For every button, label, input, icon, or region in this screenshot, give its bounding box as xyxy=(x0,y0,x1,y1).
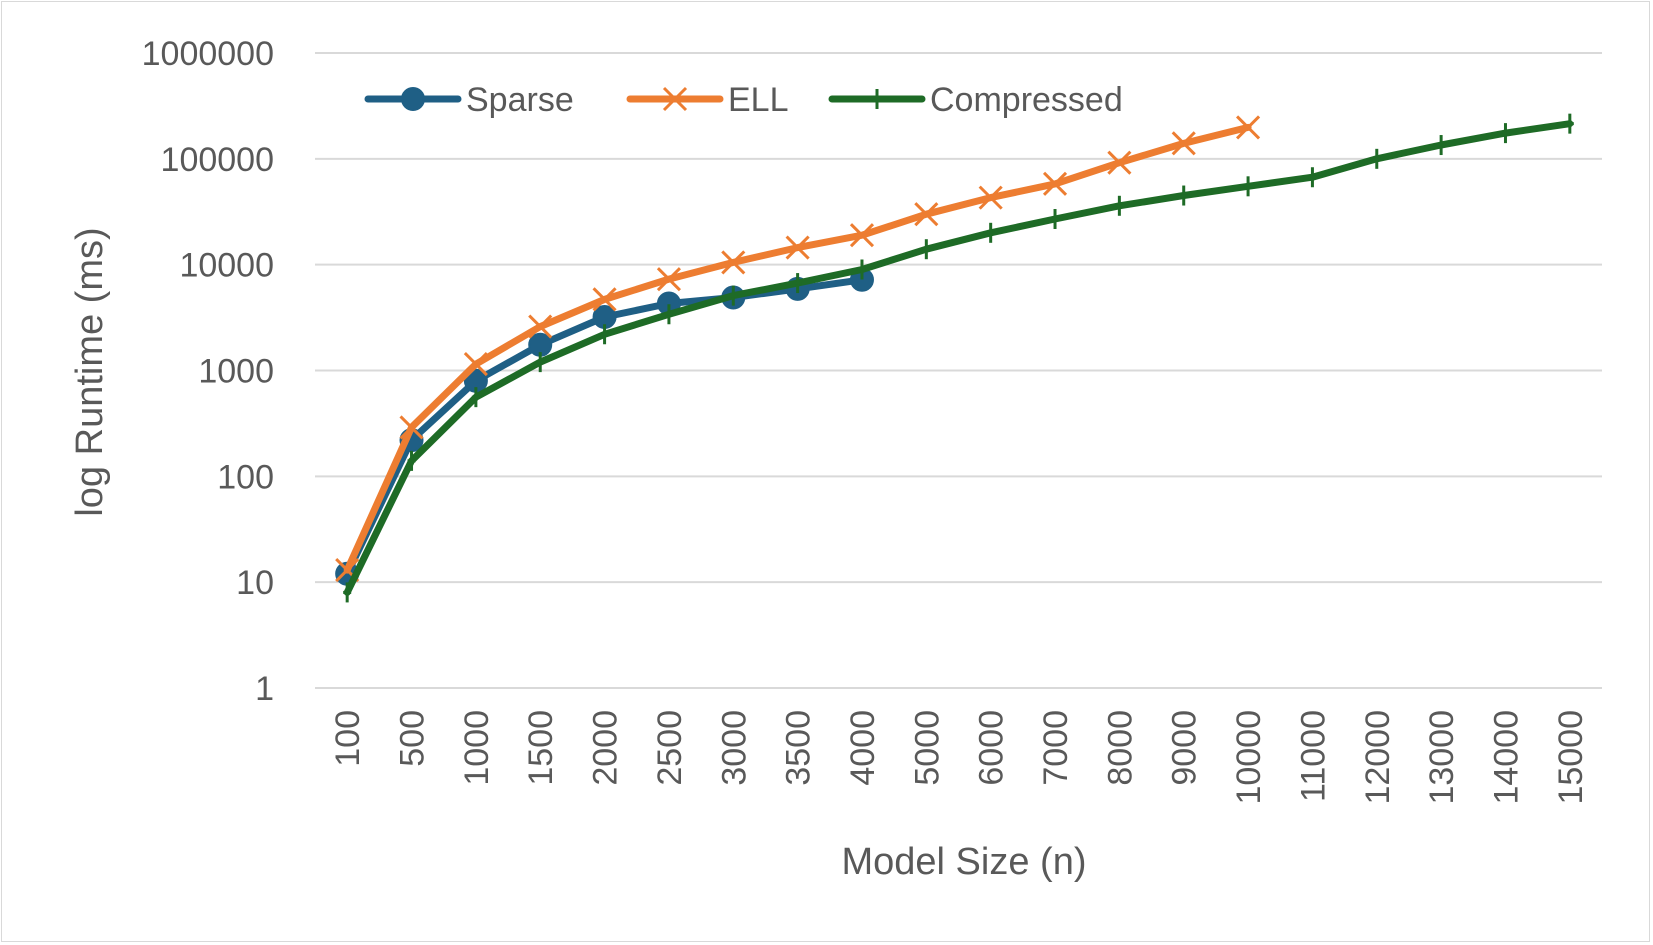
y-tick-label: 100000 xyxy=(161,141,274,179)
data-point-ell xyxy=(914,202,939,227)
x-tick-label: 11000 xyxy=(1294,710,1332,802)
x-tick-label: 4000 xyxy=(844,710,882,786)
y-tick-label: 100 xyxy=(217,458,274,496)
data-point-ell xyxy=(785,235,810,260)
data-point-ell xyxy=(1042,171,1068,196)
x-tick-label: 2500 xyxy=(651,710,689,786)
data-point-compressed xyxy=(729,285,738,306)
data-point-compressed xyxy=(986,222,995,243)
y-tick-label: 1 xyxy=(255,670,274,708)
data-point-ell xyxy=(528,314,553,339)
series-ell xyxy=(335,115,1261,583)
data-point-compressed xyxy=(600,324,609,345)
data-point-compressed xyxy=(1372,148,1381,169)
x-tick-label: 15000 xyxy=(1552,710,1590,805)
legend-label: Sparse xyxy=(466,81,574,119)
data-point-ell xyxy=(656,267,681,292)
y-axis-tick-labels: 1 10 100 1000 10000 100000 1000000 xyxy=(142,35,274,708)
data-point-compressed xyxy=(922,239,931,260)
gridlines xyxy=(315,52,1602,689)
legend-label: Compressed xyxy=(930,81,1123,119)
y-axis-title: log Runtime (ms) xyxy=(69,227,111,516)
x-tick-label: 13000 xyxy=(1423,710,1461,805)
data-point-ell xyxy=(978,185,1003,210)
series-compressed xyxy=(343,113,1574,603)
x-tick-label: 6000 xyxy=(973,710,1011,786)
data-point-compressed xyxy=(1115,195,1124,216)
legend-marker xyxy=(873,89,881,109)
legend-item-sparse: Sparse xyxy=(364,81,574,119)
x-tick-label: 12000 xyxy=(1359,710,1397,805)
x-tick-label: 1000 xyxy=(458,710,496,786)
data-point-compressed xyxy=(1501,123,1510,144)
x-tick-label: 10000 xyxy=(1230,710,1268,805)
data-point-compressed xyxy=(471,387,480,408)
data-point-ell xyxy=(1236,115,1261,140)
series-lines xyxy=(335,113,1574,603)
x-tick-label: 2000 xyxy=(587,710,625,786)
data-point-compressed xyxy=(793,273,802,294)
legend-marker xyxy=(662,86,688,112)
data-point-compressed xyxy=(664,304,673,325)
x-tick-label: 500 xyxy=(394,710,432,767)
y-tick-label: 10 xyxy=(236,564,274,602)
data-point-ell xyxy=(849,223,875,248)
legend-marker xyxy=(401,87,425,111)
x-tick-label: 5000 xyxy=(908,710,946,786)
y-tick-label: 10000 xyxy=(179,247,274,285)
x-tick-label: 14000 xyxy=(1487,710,1525,805)
series-line-compressed xyxy=(343,120,1574,596)
x-tick-label: 3500 xyxy=(780,710,818,786)
x-tick-label: 7000 xyxy=(1037,710,1075,786)
data-point-compressed xyxy=(536,352,545,373)
data-point-compressed xyxy=(1565,113,1574,134)
data-point-compressed xyxy=(1179,185,1188,206)
x-tick-label: 3000 xyxy=(715,710,753,786)
legend: Sparse ELL Compressed xyxy=(364,81,1123,119)
data-point-ell xyxy=(592,287,617,312)
data-point-ell xyxy=(721,250,746,275)
series-line-ell xyxy=(343,123,1252,574)
x-tick-label: 9000 xyxy=(1166,710,1204,786)
data-point-ell xyxy=(1107,150,1132,175)
y-tick-label: 1000000 xyxy=(142,35,274,73)
data-point-compressed xyxy=(1437,135,1446,156)
data-point-ell xyxy=(463,352,488,377)
data-point-compressed xyxy=(1308,167,1317,188)
legend-label: ELL xyxy=(728,81,789,119)
x-tick-label: 8000 xyxy=(1101,710,1139,786)
data-point-compressed xyxy=(857,259,866,280)
x-tick-label: 100 xyxy=(329,710,367,767)
data-point-compressed xyxy=(407,450,416,471)
legend-item-ell: ELL xyxy=(626,81,789,119)
data-point-compressed xyxy=(1244,176,1253,197)
legend-item-compressed: Compressed xyxy=(828,81,1123,119)
data-point-ell xyxy=(1171,131,1196,156)
x-axis-tick-labels: 100 500 1000 1500 2000 2500 3000 3500 4000 5000 60… xyxy=(329,710,1590,805)
data-point-ell xyxy=(399,415,424,440)
x-axis-title: Model Size (n) xyxy=(842,841,1087,883)
data-point-compressed xyxy=(1051,209,1060,230)
data-point-compressed xyxy=(343,582,352,603)
x-tick-label: 1500 xyxy=(522,710,560,786)
y-tick-label: 1000 xyxy=(198,353,274,391)
